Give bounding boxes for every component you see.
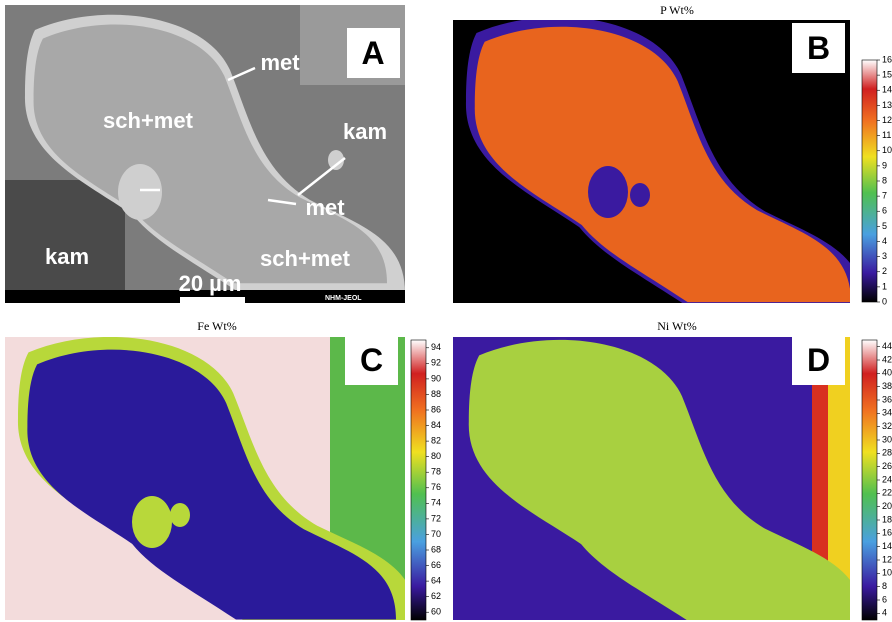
- colorbar-tick-label: 92: [431, 358, 441, 368]
- colorbar-tick-label: 60: [431, 607, 441, 617]
- annotation: met: [260, 50, 300, 75]
- annotation: kam: [343, 119, 387, 144]
- colorbar-tick-label: 26: [882, 461, 892, 471]
- colorbar-tick-label: 94: [431, 342, 441, 352]
- colorbar-tick-label: 8: [882, 175, 887, 185]
- colorbar-tick-label: 0: [882, 296, 887, 306]
- colorbar-tick-label: 84: [431, 420, 441, 430]
- panel-label: B: [807, 30, 830, 66]
- colorbar-tick-label: 6: [882, 594, 887, 604]
- colorbar-tick-label: 5: [882, 221, 887, 231]
- annotation: sch+met: [260, 246, 351, 271]
- figure: met sch+met kam met kam sch+met 20 µm NH…: [0, 0, 892, 622]
- panel-label: A: [361, 35, 384, 71]
- colorbar-tick-label: 11: [882, 130, 891, 140]
- colorbar-tick-label: 90: [431, 373, 441, 383]
- colorbar-tick-label: 8: [882, 581, 887, 591]
- colorbar-tick-label: 10: [882, 145, 892, 155]
- colorbar-tick-label: 22: [882, 488, 892, 498]
- colorbar-tick-label: 6: [882, 206, 887, 216]
- colorbar-tick-label: 4: [882, 236, 887, 246]
- colorbar-tick-label: 24: [882, 474, 892, 484]
- colorbar-tick-label: 78: [431, 467, 441, 477]
- colorbar-tick-label: 76: [431, 482, 441, 492]
- map-title: Ni Wt%: [657, 319, 696, 333]
- colorbar-tick-label: 72: [431, 513, 441, 523]
- scale-bar-label: 20 µm: [179, 271, 242, 296]
- colorbar-tick-label: 82: [431, 435, 441, 445]
- colorbar-tick-label: 70: [431, 529, 441, 539]
- colorbar-tick-label: 15: [882, 70, 892, 80]
- colorbar-tick-label: 9: [882, 160, 887, 170]
- colorbar-tick-label: 40: [882, 368, 892, 378]
- colorbar: [862, 60, 877, 302]
- colorbar-tick-label: 12: [882, 115, 892, 125]
- colorbar-tick-label: 38: [882, 381, 892, 391]
- colorbar-tick-label: 36: [882, 394, 892, 404]
- colorbar-tick-label: 68: [431, 544, 441, 554]
- colorbar-tick-label: 74: [431, 498, 441, 508]
- colorbar-tick-label: 86: [431, 404, 441, 414]
- colorbar: [411, 340, 426, 620]
- colorbar-tick-label: 66: [431, 560, 441, 570]
- colorbar-tick-label: 16: [882, 528, 892, 538]
- colorbar-tick-label: 18: [882, 514, 892, 524]
- instrument-label: NHM-JEOL: [325, 295, 362, 302]
- colorbar-tick-label: 80: [431, 451, 441, 461]
- annotation: kam: [45, 244, 89, 269]
- colorbar-tick-label: 88: [431, 389, 441, 399]
- colorbar-tick-label: 20: [882, 501, 892, 511]
- colorbar-tick-label: 2: [882, 266, 887, 276]
- annotation: met: [305, 195, 345, 220]
- colorbar-tick-label: 42: [882, 354, 892, 364]
- colorbar-tick-label: 7: [882, 191, 887, 201]
- panel-label: D: [807, 342, 830, 378]
- map-title: Fe Wt%: [197, 319, 236, 333]
- colorbar-tick-label: 28: [882, 448, 892, 458]
- colorbar-tick-label: 64: [431, 575, 441, 585]
- colorbar-tick-label: 34: [882, 408, 892, 418]
- colorbar-tick-label: 30: [882, 434, 892, 444]
- colorbar-tick-label: 16: [882, 54, 892, 64]
- colorbar-tick-label: 32: [882, 421, 892, 431]
- colorbar: [862, 340, 877, 620]
- map-title: P Wt%: [660, 3, 694, 17]
- panel-label: C: [360, 342, 383, 378]
- colorbar-tick-label: 3: [882, 251, 887, 261]
- colorbar-tick-label: 14: [882, 541, 892, 551]
- colorbar-tick-label: 1: [882, 281, 887, 291]
- annotation: sch+met: [103, 108, 194, 133]
- colorbar-tick-label: 13: [882, 100, 892, 110]
- colorbar-tick-label: 14: [882, 85, 892, 95]
- colorbar-tick-label: 62: [431, 591, 441, 601]
- colorbar-tick-label: 10: [882, 568, 892, 578]
- colorbar-tick-label: 44: [882, 341, 892, 351]
- colorbar-tick-label: 12: [882, 554, 892, 564]
- colorbar-tick-label: 4: [882, 608, 887, 618]
